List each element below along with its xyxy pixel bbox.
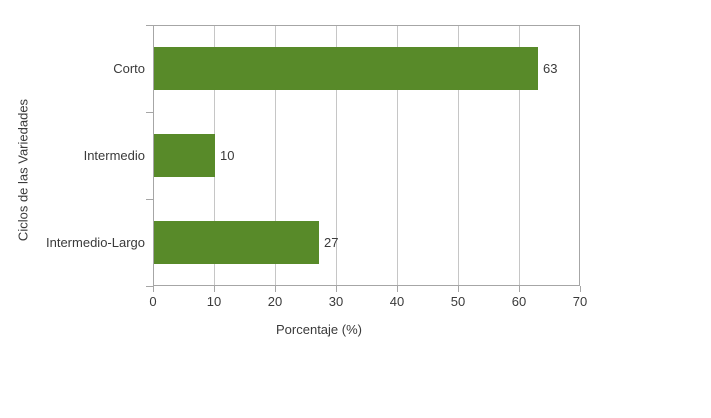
y-tick xyxy=(146,25,153,26)
x-tick xyxy=(397,286,398,292)
x-axis-title: Porcentaje (%) xyxy=(276,322,362,337)
category-label: Corto xyxy=(113,61,145,76)
x-tick xyxy=(519,286,520,292)
gridline xyxy=(275,25,276,286)
value-label: 63 xyxy=(543,61,558,76)
x-tick-label: 50 xyxy=(450,294,466,309)
gridline xyxy=(519,25,520,286)
x-tick-label: 0 xyxy=(149,294,157,309)
x-tick xyxy=(458,286,459,292)
bar-intermedio-largo xyxy=(154,221,319,264)
y-tick xyxy=(146,286,153,287)
x-tick xyxy=(580,286,581,292)
x-tick-label: 70 xyxy=(572,294,588,309)
value-label: 10 xyxy=(220,148,235,163)
y-axis-title: Ciclos de las Variedades xyxy=(15,98,31,242)
x-tick-label: 30 xyxy=(328,294,344,309)
gridline xyxy=(397,25,398,286)
y-tick xyxy=(146,112,153,113)
x-tick-label: 40 xyxy=(389,294,405,309)
x-tick xyxy=(275,286,276,292)
bar-corto xyxy=(154,47,538,90)
category-label: Intermedio xyxy=(83,148,145,163)
x-tick-label: 60 xyxy=(511,294,527,309)
x-tick xyxy=(336,286,337,292)
x-tick xyxy=(214,286,215,292)
plot-area xyxy=(153,25,580,286)
bar-intermedio xyxy=(154,134,215,177)
value-label: 27 xyxy=(324,235,339,250)
x-tick-label: 10 xyxy=(206,294,222,309)
y-tick xyxy=(146,199,153,200)
gridline xyxy=(336,25,337,286)
category-label: Intermedio-Largo xyxy=(46,235,145,250)
x-tick xyxy=(153,286,154,292)
x-tick-label: 20 xyxy=(267,294,283,309)
gridline xyxy=(458,25,459,286)
